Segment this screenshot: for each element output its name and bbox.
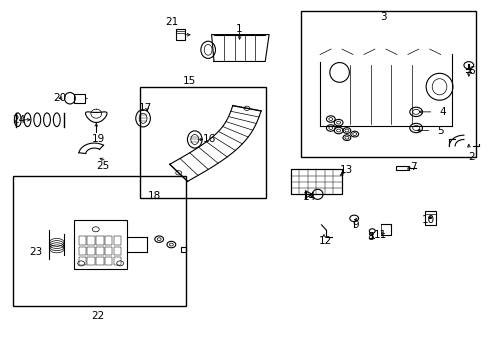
Bar [105, 247, 112, 255]
Text: 10: 10 [422, 215, 434, 225]
Text: 1: 1 [236, 24, 243, 34]
Text: 16: 16 [203, 135, 216, 144]
Text: 2: 2 [467, 152, 473, 162]
Text: 4: 4 [439, 107, 445, 117]
Bar [79, 257, 86, 265]
Text: 8: 8 [366, 232, 373, 242]
Text: 14: 14 [302, 192, 315, 202]
Circle shape [427, 216, 431, 219]
Bar [114, 236, 121, 244]
Bar [87, 257, 95, 265]
Bar [96, 247, 103, 255]
Bar [181, 247, 185, 252]
Bar [300, 12, 475, 157]
Text: 21: 21 [165, 17, 179, 27]
Text: 15: 15 [183, 76, 196, 86]
Bar [395, 166, 408, 170]
Bar [74, 94, 84, 103]
Text: 19: 19 [91, 134, 104, 144]
Text: 25: 25 [96, 161, 109, 171]
Text: 6: 6 [467, 66, 473, 76]
Text: 23: 23 [29, 247, 42, 257]
Bar [87, 247, 95, 255]
Bar [105, 236, 112, 244]
Text: 5: 5 [436, 126, 443, 135]
Text: 11: 11 [373, 230, 386, 239]
Text: 18: 18 [147, 192, 161, 202]
Bar [13, 176, 185, 306]
Bar [140, 87, 266, 198]
Bar [96, 236, 103, 244]
Text: 17: 17 [138, 103, 151, 113]
Bar [74, 220, 127, 269]
Text: 12: 12 [318, 236, 331, 246]
Text: 13: 13 [340, 165, 353, 175]
Text: 7: 7 [409, 162, 416, 172]
Text: 24: 24 [13, 115, 26, 125]
Bar [105, 257, 112, 265]
Bar [114, 257, 121, 265]
Bar [290, 169, 341, 194]
Text: 9: 9 [352, 220, 358, 230]
Bar [79, 247, 86, 255]
Bar [114, 247, 121, 255]
Bar [87, 236, 95, 244]
Text: 20: 20 [54, 93, 66, 103]
Bar [424, 211, 435, 225]
Bar [290, 169, 341, 194]
Bar [175, 30, 184, 40]
Bar [96, 257, 103, 265]
Text: 3: 3 [379, 12, 386, 22]
Text: 22: 22 [91, 311, 104, 321]
Bar [79, 236, 86, 244]
